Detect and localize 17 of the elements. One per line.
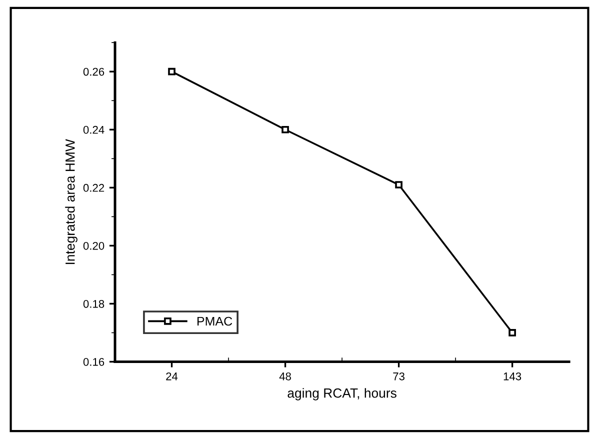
x-tick-label: 73 xyxy=(393,372,404,380)
x-tick-label: 143 xyxy=(504,372,522,380)
point xyxy=(395,181,402,188)
y-tick-label: 0.16 xyxy=(83,358,104,366)
x-tick-label: 48 xyxy=(279,372,291,380)
y-tick-label: 0.26 xyxy=(83,68,104,76)
legend-label: PMAC xyxy=(197,316,232,326)
y-axis-title: Integrated area HMW xyxy=(65,139,78,264)
y-tick-label: 0.22 xyxy=(83,184,104,192)
point xyxy=(168,68,176,76)
x-tick-label: 24 xyxy=(166,372,178,380)
y-tick-label: 0.20 xyxy=(83,242,104,250)
x-axis-title: aging RCAT, hours xyxy=(288,388,396,400)
point xyxy=(282,126,289,134)
y-tick-label: 0.18 xyxy=(83,300,104,308)
y-tick-label: 0.24 xyxy=(83,126,104,134)
point xyxy=(508,329,516,336)
